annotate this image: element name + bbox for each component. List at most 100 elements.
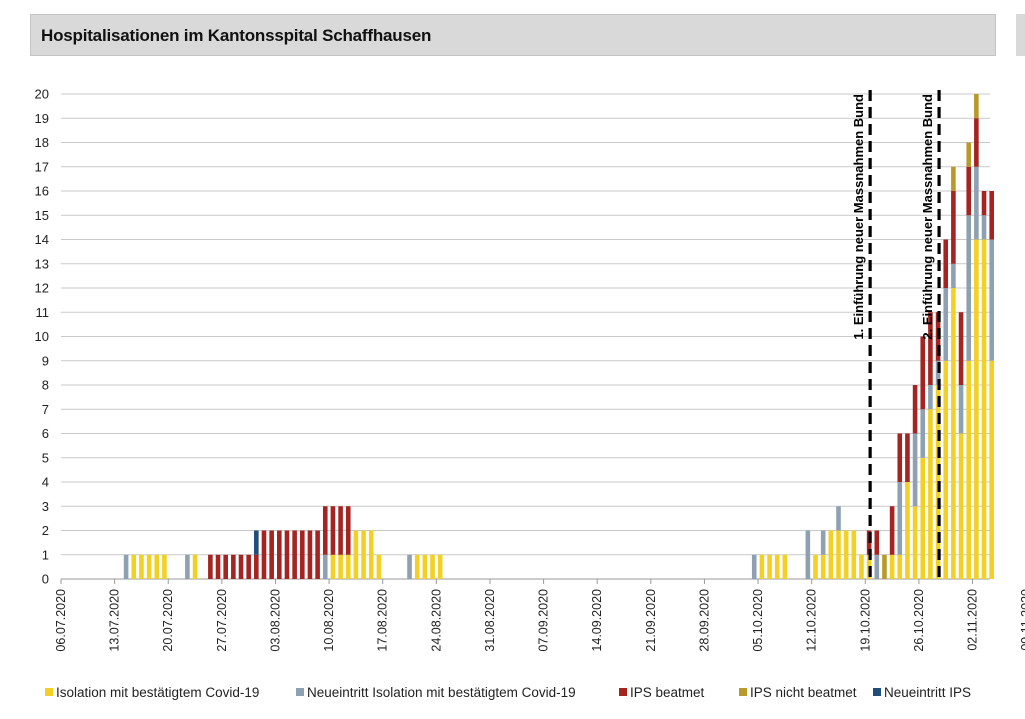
- y-tick-label: 20: [35, 87, 49, 102]
- bar-segment: [338, 506, 343, 555]
- x-tick-label: 26.10.2020: [912, 589, 926, 652]
- y-tick-label: 6: [42, 426, 49, 441]
- x-tick-label: 06.07.2020: [54, 589, 68, 652]
- legend-swatch: [296, 688, 304, 696]
- corner-decoration: [1016, 14, 1025, 56]
- bar-segment: [330, 554, 336, 579]
- bar-segment: [966, 360, 972, 579]
- x-tick-label: 05.10.2020: [751, 589, 765, 652]
- x-tick-label: 07.09.2020: [537, 589, 551, 652]
- bar-segment: [905, 433, 910, 482]
- bar-segment: [951, 288, 956, 579]
- bar-segment: [989, 239, 994, 361]
- bar-segment: [330, 506, 336, 555]
- bar-segment: [920, 336, 926, 410]
- y-tick-label: 10: [35, 329, 49, 344]
- legend-swatch: [873, 688, 881, 696]
- bar-segment: [882, 554, 887, 579]
- bar-segment: [292, 530, 297, 579]
- y-tick-label: 15: [35, 208, 49, 223]
- y-tick-label: 0: [42, 572, 49, 587]
- bar-segment: [974, 166, 979, 240]
- bar-segment: [920, 409, 926, 458]
- x-tick-label: 31.08.2020: [483, 589, 497, 652]
- bar-segment: [414, 554, 420, 579]
- bar-segment: [123, 554, 129, 579]
- bar-segment: [912, 385, 918, 434]
- bar-segment: [981, 191, 987, 216]
- bar-segment: [185, 554, 190, 579]
- bar-segment: [943, 288, 949, 361]
- legend-label: Neueintritt Isolation mit bestätigtem Co…: [307, 685, 576, 700]
- y-tick-label: 7: [42, 402, 49, 417]
- bar-segment: [928, 385, 933, 410]
- bar-segment: [813, 554, 818, 579]
- bar-segment: [897, 554, 903, 579]
- bar-segment: [376, 554, 382, 579]
- bar-segment: [254, 530, 259, 555]
- bar-segment: [751, 554, 757, 579]
- bar-segment: [928, 409, 933, 579]
- bar-segment: [131, 554, 137, 579]
- bar-segment: [767, 554, 772, 579]
- bar-segment: [345, 506, 351, 555]
- bar-segment: [943, 239, 949, 288]
- bar-segment: [338, 554, 343, 579]
- bar-segment: [974, 239, 979, 579]
- bar-segment: [223, 554, 228, 579]
- bar-segment: [859, 554, 864, 579]
- bar-segment: [437, 554, 443, 579]
- bar-segment: [154, 554, 160, 579]
- y-tick-label: 17: [35, 159, 49, 174]
- y-tick-label: 5: [42, 450, 49, 465]
- bar-segment: [912, 433, 918, 507]
- bar-segment: [951, 191, 956, 264]
- legend-label: IPS beatmet: [630, 685, 705, 700]
- bar-segment: [981, 215, 987, 240]
- bar-segment: [422, 554, 428, 579]
- bar-segment: [897, 482, 903, 555]
- bar-segment: [322, 554, 328, 579]
- bar-segment: [889, 554, 895, 579]
- bar-segment: [208, 554, 213, 579]
- bar-segment: [146, 554, 152, 579]
- x-tick-label: 19.10.2020: [858, 589, 872, 652]
- legend-swatch: [619, 688, 627, 696]
- y-tick-label: 12: [35, 281, 49, 296]
- chart-title-bar: Hospitalisationen im Kantonsspital Schaf…: [30, 14, 996, 56]
- y-tick-label: 1: [42, 547, 49, 562]
- bar-segment: [307, 530, 313, 579]
- x-tick-label: 20.07.2020: [161, 589, 175, 652]
- annotation-label: 1. Einführung neuer Massnahmen Bund: [851, 94, 866, 340]
- bar-segment: [299, 530, 305, 579]
- bar-segment: [966, 166, 972, 216]
- bar-segment: [981, 239, 987, 579]
- x-tick-label: 03.08.2020: [268, 589, 282, 652]
- bar-segment: [958, 433, 964, 579]
- x-tick-label: 10.08.2020: [322, 589, 336, 652]
- bar-segment: [238, 554, 244, 579]
- bar-segment: [951, 166, 956, 191]
- x-tick-label: 17.08.2020: [376, 589, 390, 652]
- bar-segment: [782, 554, 788, 579]
- bar-segment: [139, 554, 144, 579]
- bar-segment: [820, 554, 826, 579]
- bar-segment: [368, 530, 374, 579]
- bar-segment: [774, 554, 780, 579]
- y-tick-label: 14: [35, 232, 49, 247]
- bar-segment: [820, 530, 826, 555]
- bar-segment: [345, 554, 351, 579]
- bar-segment: [897, 433, 903, 482]
- x-tick-label: 13.07.2020: [108, 589, 122, 652]
- bar-segment: [928, 312, 933, 385]
- bar-segment: [261, 530, 267, 579]
- bar-segment: [277, 530, 282, 579]
- bar-segment: [843, 530, 849, 579]
- bar-segment: [269, 530, 274, 579]
- bar-segment: [407, 554, 412, 579]
- bar-segment: [966, 142, 972, 167]
- bar-segment: [759, 554, 765, 579]
- x-tick-label: 09.11.2020: [1019, 589, 1025, 651]
- bar-segment: [989, 360, 994, 579]
